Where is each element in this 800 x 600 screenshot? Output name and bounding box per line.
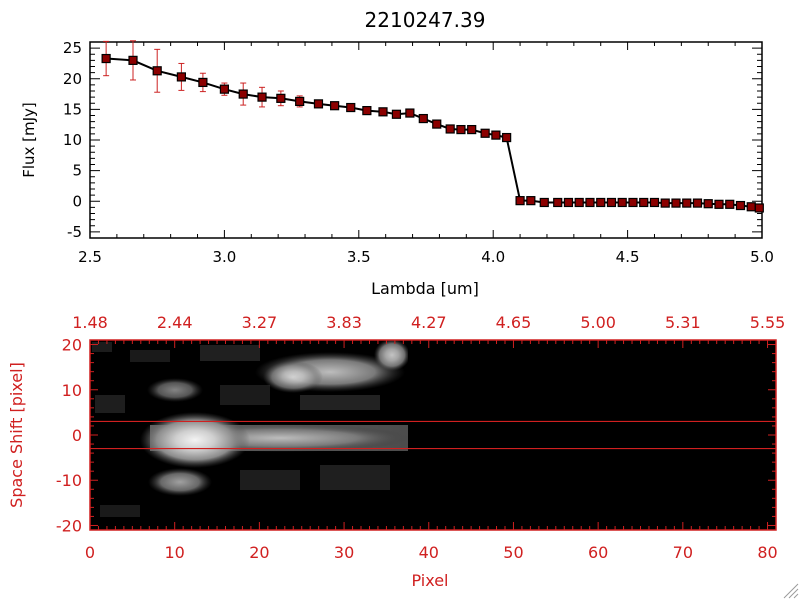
spectrum-plot: 2210247.39 2.5 3.0 3.5 4.0 4.5 5.0-5051015202… (20, 8, 774, 298)
data-point (539, 197, 549, 208)
data-point (238, 89, 248, 99)
data-point (480, 128, 490, 138)
spectrum-y-tick-label: 5 (72, 162, 82, 180)
data-point (725, 199, 735, 209)
data-point (467, 124, 477, 135)
spectrum-series (101, 40, 764, 213)
data-point (445, 124, 455, 134)
data-point (746, 202, 756, 212)
image-x-tick-label: 10 (165, 543, 185, 562)
spectrum-x-label: Lambda [um] (371, 279, 479, 298)
data-point (596, 197, 606, 208)
spectrum-x-tick-label: 5.0 (750, 248, 774, 266)
image-y-tick-label: -10 (56, 471, 82, 490)
data-point (628, 197, 638, 208)
data-point (432, 119, 442, 129)
data-point (295, 96, 305, 107)
image-top-tick-label: 5.31 (665, 313, 701, 332)
image-x-tick-label: 30 (334, 543, 354, 562)
data-point (198, 77, 208, 88)
data-point (735, 200, 746, 211)
spectrum-x-tick-label: 3.0 (212, 248, 236, 266)
data-point (526, 196, 536, 206)
image-x-tick-label: 60 (588, 543, 608, 562)
spectrum-y-tick-label: 25 (63, 39, 82, 57)
spectrum-x-tick-label: 4.0 (481, 248, 505, 266)
data-point (649, 197, 660, 208)
data-point (553, 197, 563, 208)
spectrum-y-tick-label: 10 (63, 131, 82, 149)
data-point (219, 84, 229, 94)
data-point (574, 197, 584, 208)
data-point (692, 198, 703, 208)
spectrum-frame (89, 41, 763, 239)
data-point (515, 196, 525, 206)
image-y-tick-label: 10 (62, 381, 82, 400)
data-point (362, 105, 372, 116)
image-top-tick-label: 4.65 (496, 313, 532, 332)
data-point (714, 199, 724, 209)
image-x-label: Pixel (411, 571, 448, 590)
data-point (660, 198, 670, 208)
data-point (257, 92, 267, 102)
image-y-tick-label: 20 (62, 336, 82, 355)
image-top-tick-label: 2.44 (157, 313, 193, 332)
data-point (128, 55, 138, 65)
spectrum-y-tick-label: 15 (63, 100, 82, 118)
image-top-tick-label: 5.00 (580, 313, 616, 332)
image-axes: 0 10 20 30 40 50 60 70 80 1.48 2.44 3.27 3.83 4.27 4.6… (56, 313, 785, 562)
spectrum-y-label: Flux [mJy] (20, 102, 38, 178)
spectrum-y-tick-label: 0 (72, 192, 82, 210)
data-point (703, 199, 713, 209)
image-y-tick-label: 0 (72, 426, 82, 445)
spectrum-y-tick-label: -5 (67, 223, 82, 241)
data-point (346, 102, 356, 113)
data-point (671, 198, 681, 208)
spectrum-x-tick-label: 3.5 (347, 248, 371, 266)
spectrum-x-tick-label: 2.5 (78, 248, 102, 266)
data-point (152, 66, 162, 76)
image-x-tick-label: 20 (249, 543, 269, 562)
image-x-tick-label: 0 (85, 543, 95, 562)
image-top-tick-label: 5.55 (750, 313, 786, 332)
image-y-tick-label: -20 (56, 516, 82, 535)
spectrum-image-panel: 0 10 20 30 40 50 60 70 80 1.48 2.44 3.27 3.83 4.27 4.6… (7, 313, 785, 590)
data-point (391, 109, 402, 119)
image-top-tick-label: 1.48 (72, 313, 108, 332)
data-point (378, 107, 388, 117)
spectrum-axes: 2.5 3.0 3.5 4.0 4.5 5.0 -5 0 5 10 15 20 25 (63, 39, 774, 266)
spectrum-y-tick-label: 20 (63, 70, 82, 88)
data-point (101, 53, 111, 64)
data-point (276, 93, 286, 103)
spectrum-x-tick-label: 4.5 (616, 248, 640, 266)
image-x-tick-label: 40 (419, 543, 439, 562)
data-point (456, 124, 466, 135)
data-point (313, 99, 324, 109)
image-x-tick-label: 70 (673, 543, 693, 562)
data-point (639, 197, 649, 208)
data-point (617, 197, 627, 208)
data-point (491, 130, 501, 140)
data-point (682, 198, 692, 208)
image-signal (92, 340, 776, 530)
image-top-tick-label: 3.27 (242, 313, 278, 332)
data-point (563, 197, 574, 208)
data-point (754, 203, 764, 213)
data-point (405, 108, 415, 118)
data-point (330, 101, 340, 111)
data-point (176, 72, 186, 82)
resize-grip-icon[interactable] (783, 583, 799, 599)
image-y-label: Space Shift [pixel] (7, 362, 26, 508)
image-x-tick-label: 80 (757, 543, 777, 562)
data-point (418, 113, 428, 124)
data-point (585, 197, 595, 208)
image-x-tick-label: 50 (503, 543, 523, 562)
data-point (502, 132, 512, 143)
data-point (606, 197, 617, 208)
image-top-tick-label: 3.83 (326, 313, 362, 332)
spectrum-title: 2210247.39 (365, 8, 486, 32)
image-top-tick-label: 4.27 (411, 313, 447, 332)
